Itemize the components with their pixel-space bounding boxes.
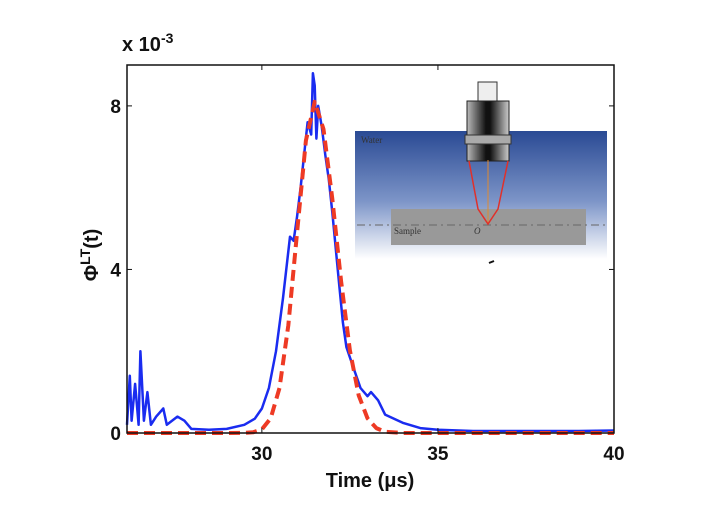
beam-edge [468,160,509,226]
inset-schematic: Water Sample O [355,81,607,264]
transducer-body [466,100,510,162]
focus-label: O [474,226,481,236]
y-tick-label: 0 [110,424,121,445]
x-axis-label: Time (μs) [326,470,415,492]
axes: 30 35 40 0 4 8 [110,64,625,465]
water-label: Water [361,135,382,145]
y-multiplier: x 10-3 [122,30,174,56]
axes-frame [126,64,615,434]
inset-mark [488,260,495,264]
series-line-fit [127,99,614,435]
y-tick-label: 4 [110,260,121,281]
y-axis-label: ΦLT(t) [77,229,103,281]
sample-label: Sample [394,226,421,236]
x-tick-label: 35 [427,444,449,465]
x-tick-label: 40 [603,444,624,465]
y-tick-label: 8 [110,97,121,118]
x-tick-label: 30 [251,444,272,465]
transducer-band [464,134,512,145]
transducer-connector [477,81,498,103]
plot-area [125,71,615,435]
